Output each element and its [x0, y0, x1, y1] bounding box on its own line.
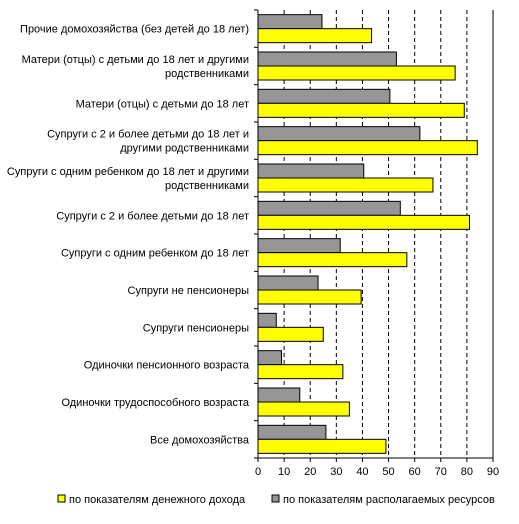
- category-label-line: Супруги с одним ребенком до 18 лет и дру…: [7, 166, 249, 178]
- bar-resources: [257, 238, 341, 254]
- bar-resources: [257, 312, 277, 328]
- bar-resources: [257, 275, 319, 291]
- category-label: Супруги с 2 и более детьми до 18 лет: [56, 210, 249, 222]
- x-tick-label: 0: [255, 466, 261, 478]
- x-tick-label: 70: [435, 466, 447, 478]
- category-label-line: Супруги с 2 и более детьми до 18 лет: [56, 210, 249, 222]
- bar-income: [257, 28, 373, 44]
- bar-income: [257, 140, 478, 156]
- bar-income: [257, 177, 434, 193]
- category-label-line: Одиночки пенсионного возраста: [84, 360, 250, 372]
- bar-income: [257, 289, 362, 305]
- category-label-line: Супруги пенсионеры: [143, 322, 249, 334]
- category-label-line: Супруги с 2 и более детьми до 18 лет и: [47, 129, 249, 141]
- category-label-line: Все домохозяйства: [150, 434, 250, 446]
- bar-resources: [257, 424, 327, 440]
- x-tick-label: 50: [382, 466, 394, 478]
- bar-resources: [257, 51, 397, 67]
- legend-swatch: [271, 494, 280, 503]
- category-label: Супруги с одним ребенком до 18 лет и дру…: [7, 166, 249, 192]
- bar-income: [257, 401, 350, 417]
- bar-resources: [257, 126, 421, 142]
- category-label: Матери (отцы) с детьми до 18 лет: [76, 98, 249, 110]
- category-label: Одиночки пенсионного возраста: [84, 360, 250, 372]
- category-label: Прочие домохозяйства (без детей до 18 ле…: [20, 24, 249, 36]
- x-tick-labels: 0 10 20 30 40 50 60 70 80 90: [255, 466, 499, 478]
- bar-resources: [257, 14, 323, 30]
- category-label: Супруги с 2 и более детьми до 18 лет и др…: [47, 129, 249, 155]
- x-tick-label: 90: [487, 466, 499, 478]
- legend-label: по показателям денежного дохода: [69, 494, 246, 506]
- x-tick-label: 60: [409, 466, 421, 478]
- category-label-line: Одиночки трудоспособного возраста: [61, 397, 249, 409]
- legend-swatch: [57, 494, 66, 503]
- legend: по показателям денежного дохода по показа…: [57, 494, 495, 506]
- category-label: Все домохозяйства: [150, 434, 250, 446]
- category-label: Супруги пенсионеры: [143, 322, 249, 334]
- bar-income: [257, 326, 324, 342]
- bar-resources: [257, 350, 282, 366]
- category-label-line: Супруги с одним ребенком до 18 лет: [61, 248, 249, 260]
- x-tick-label: 80: [461, 466, 473, 478]
- x-tick-label: 20: [304, 466, 316, 478]
- category-label: Супруги с одним ребенком до 18 лет: [61, 248, 249, 260]
- bar-resources: [257, 200, 401, 216]
- bar-income: [257, 252, 408, 268]
- bar-resources: [257, 387, 301, 403]
- category-label: Матери (отцы) с детьми до 18 лет и други…: [22, 54, 249, 80]
- axes: [254, 9, 494, 462]
- category-labels: Прочие домохозяйства (без детей до 18 ле…: [7, 24, 250, 447]
- category-label-line: родственниками: [165, 68, 249, 80]
- bar-income: [257, 438, 387, 454]
- bar-income: [257, 102, 465, 118]
- category-label-line: Матери (отцы) с детьми до 18 лет и други…: [22, 54, 249, 66]
- x-tick-label: 40: [356, 466, 368, 478]
- category-label-line: Матери (отцы) с детьми до 18 лет: [76, 98, 249, 110]
- x-tick-label: 10: [278, 466, 290, 478]
- category-label-line: другими родственниками: [120, 143, 249, 155]
- legend-label: по показателям располагаемых ресурсов: [283, 494, 495, 506]
- category-label: Супруги не пенсионеры: [128, 285, 250, 297]
- category-label-line: Супруги не пенсионеры: [128, 285, 250, 297]
- bar-income: [257, 364, 344, 380]
- category-label-line: Прочие домохозяйства (без детей до 18 ле…: [20, 24, 249, 36]
- gridlines: [283, 10, 494, 458]
- x-tick-label: 30: [330, 466, 342, 478]
- bar-income: [257, 214, 470, 230]
- bar-resources: [257, 163, 365, 179]
- bar-income: [257, 65, 456, 81]
- category-label-line: родственниками: [165, 180, 249, 192]
- category-label: Одиночки трудоспособного возраста: [61, 397, 249, 409]
- bar-resources: [257, 88, 391, 104]
- bars: [257, 14, 478, 454]
